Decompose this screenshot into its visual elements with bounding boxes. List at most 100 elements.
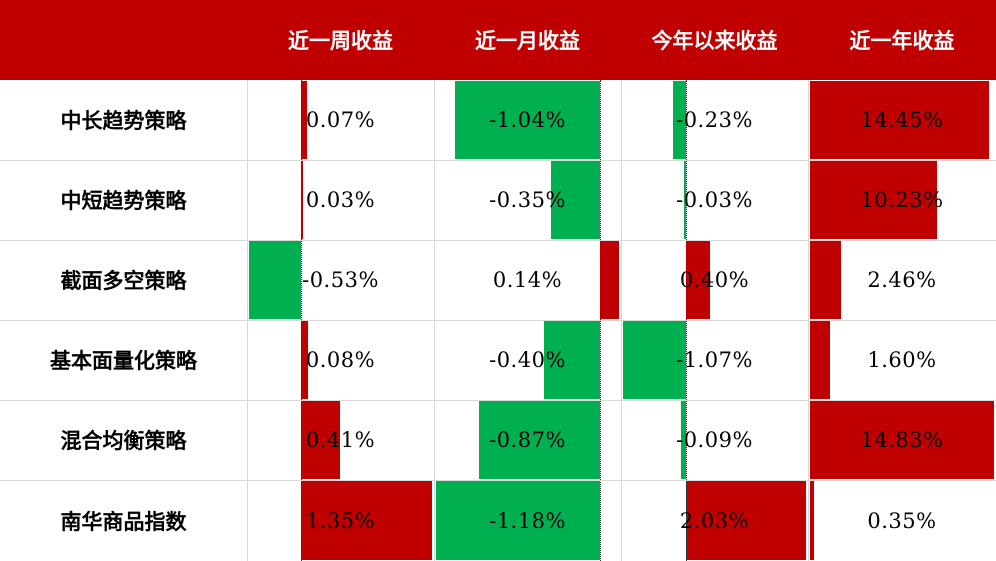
- zero-axis: [686, 160, 688, 240]
- zero-axis: [599, 480, 601, 561]
- column-header-month: 近一月收益: [475, 28, 580, 53]
- zero-axis: [599, 240, 601, 320]
- zero-axis: [686, 320, 688, 400]
- value-label: 1.35%: [305, 508, 376, 533]
- cell-balanced-month: -0.87%: [434, 400, 621, 480]
- cell-long-trend-ytd: -0.23%: [621, 80, 808, 160]
- cell-cross-section-week: -0.53%: [247, 240, 434, 320]
- positive-bar: [300, 161, 304, 239]
- zero-axis: [599, 320, 601, 400]
- positive-bar: [300, 321, 309, 399]
- row-label-nanhua-index: 南华商品指数: [60, 508, 187, 534]
- cell-balanced-week: 0.41%: [247, 400, 434, 480]
- column-header-week: 近一周收益: [288, 28, 393, 53]
- column-divider: [808, 80, 809, 561]
- negative-bar: [544, 321, 600, 399]
- negative-bar: [455, 81, 600, 159]
- row-divider: [0, 160, 996, 161]
- value-label: 0.08%: [305, 348, 376, 372]
- zero-axis: [686, 400, 688, 480]
- negative-bar: [436, 481, 600, 560]
- column-divider: [621, 80, 622, 561]
- cell-nanhua-index-month: -1.18%: [434, 480, 621, 561]
- value-label: 14.83%: [860, 428, 944, 452]
- value-label: 0.35%: [867, 508, 937, 533]
- header-row: 近一周收益 近一月收益 今年以来收益 近一年收益: [0, 0, 996, 80]
- cell-short-trend-ytd: -0.03%: [621, 160, 808, 240]
- positive-bar: [810, 241, 841, 319]
- column-header-ytd: 今年以来收益: [651, 28, 778, 53]
- zero-axis: [686, 240, 688, 320]
- column-header-year: 近一年收益: [849, 28, 955, 53]
- positive-bar: [300, 481, 432, 560]
- zero-axis: [300, 160, 302, 240]
- value-label: 0.03%: [305, 188, 376, 212]
- positive-bar: [300, 81, 308, 159]
- column-divider: [434, 80, 435, 561]
- value-label: 0.07%: [305, 108, 376, 132]
- positive-bar: [810, 161, 937, 239]
- cell-fundamental-ytd: -1.07%: [621, 320, 808, 400]
- cell-nanhua-index-ytd: 2.03%: [621, 480, 808, 561]
- negative-bar: [623, 321, 687, 399]
- zero-axis: [300, 480, 302, 561]
- row-label-cross-section: 截面多空策略: [60, 268, 187, 293]
- value-label: -0.87%: [489, 428, 566, 452]
- negative-bar: [684, 161, 687, 239]
- zero-axis: [300, 400, 302, 480]
- cell-cross-section-year: 2.46%: [808, 240, 996, 320]
- zero-axis: [686, 480, 688, 561]
- value-label: -0.53%: [302, 268, 379, 292]
- cell-short-trend-month: -0.35%: [434, 160, 621, 240]
- row-divider: [0, 400, 996, 401]
- zero-axis: [300, 80, 302, 160]
- row-label-short-trend: 中短趋势策略: [60, 188, 187, 213]
- negative-bar: [680, 401, 687, 479]
- zero-axis: [599, 80, 601, 160]
- row-label-long-trend: 中长趋势策略: [60, 108, 187, 133]
- negative-bar: [478, 401, 600, 479]
- zero-axis: [599, 160, 601, 240]
- cell-balanced-year: 14.83%: [808, 400, 996, 480]
- cell-balanced-ytd: -0.09%: [621, 400, 808, 480]
- row-divider: [0, 320, 996, 321]
- cell-cross-section-month: 0.14%: [434, 240, 621, 320]
- value-label: -0.40%: [489, 348, 566, 372]
- value-label: -1.07%: [676, 348, 753, 372]
- negative-bar: [551, 161, 600, 239]
- zero-axis: [300, 320, 302, 400]
- value-label: -1.18%: [489, 508, 566, 533]
- positive-bar: [810, 481, 815, 560]
- cell-nanhua-index-week: 1.35%: [247, 480, 434, 561]
- zero-axis: [300, 240, 302, 320]
- zero-axis: [686, 80, 688, 160]
- row-label-fundamental: 基本面量化策略: [50, 348, 197, 373]
- value-label: 0.40%: [679, 268, 750, 292]
- value-label: 2.03%: [679, 508, 750, 533]
- cell-short-trend-year: 10.23%: [808, 160, 996, 240]
- cell-fundamental-week: 0.08%: [247, 320, 434, 400]
- cell-cross-section-ytd: 0.40%: [621, 240, 808, 320]
- cell-fundamental-year: 1.60%: [808, 320, 996, 400]
- cell-long-trend-year: 14.45%: [808, 80, 996, 160]
- positive-bar: [810, 401, 994, 479]
- positive-bar: [810, 321, 830, 399]
- negative-bar: [672, 81, 687, 159]
- value-label: -0.03%: [676, 188, 753, 212]
- negative-bar: [249, 241, 301, 319]
- positive-bar: [686, 241, 710, 319]
- value-label: 1.60%: [867, 348, 937, 372]
- row-label-balanced: 混合均衡策略: [60, 428, 187, 453]
- value-label: 2.46%: [867, 268, 937, 292]
- value-label: 10.23%: [860, 188, 944, 212]
- positive-bar: [686, 481, 806, 560]
- value-label: -0.35%: [489, 188, 566, 212]
- positive-bar: [599, 241, 619, 319]
- value-label: 0.14%: [492, 268, 563, 292]
- positive-bar: [300, 401, 341, 479]
- column-divider: [247, 80, 248, 561]
- value-label: -0.23%: [676, 108, 753, 132]
- row-divider: [0, 480, 996, 481]
- zero-axis: [599, 400, 601, 480]
